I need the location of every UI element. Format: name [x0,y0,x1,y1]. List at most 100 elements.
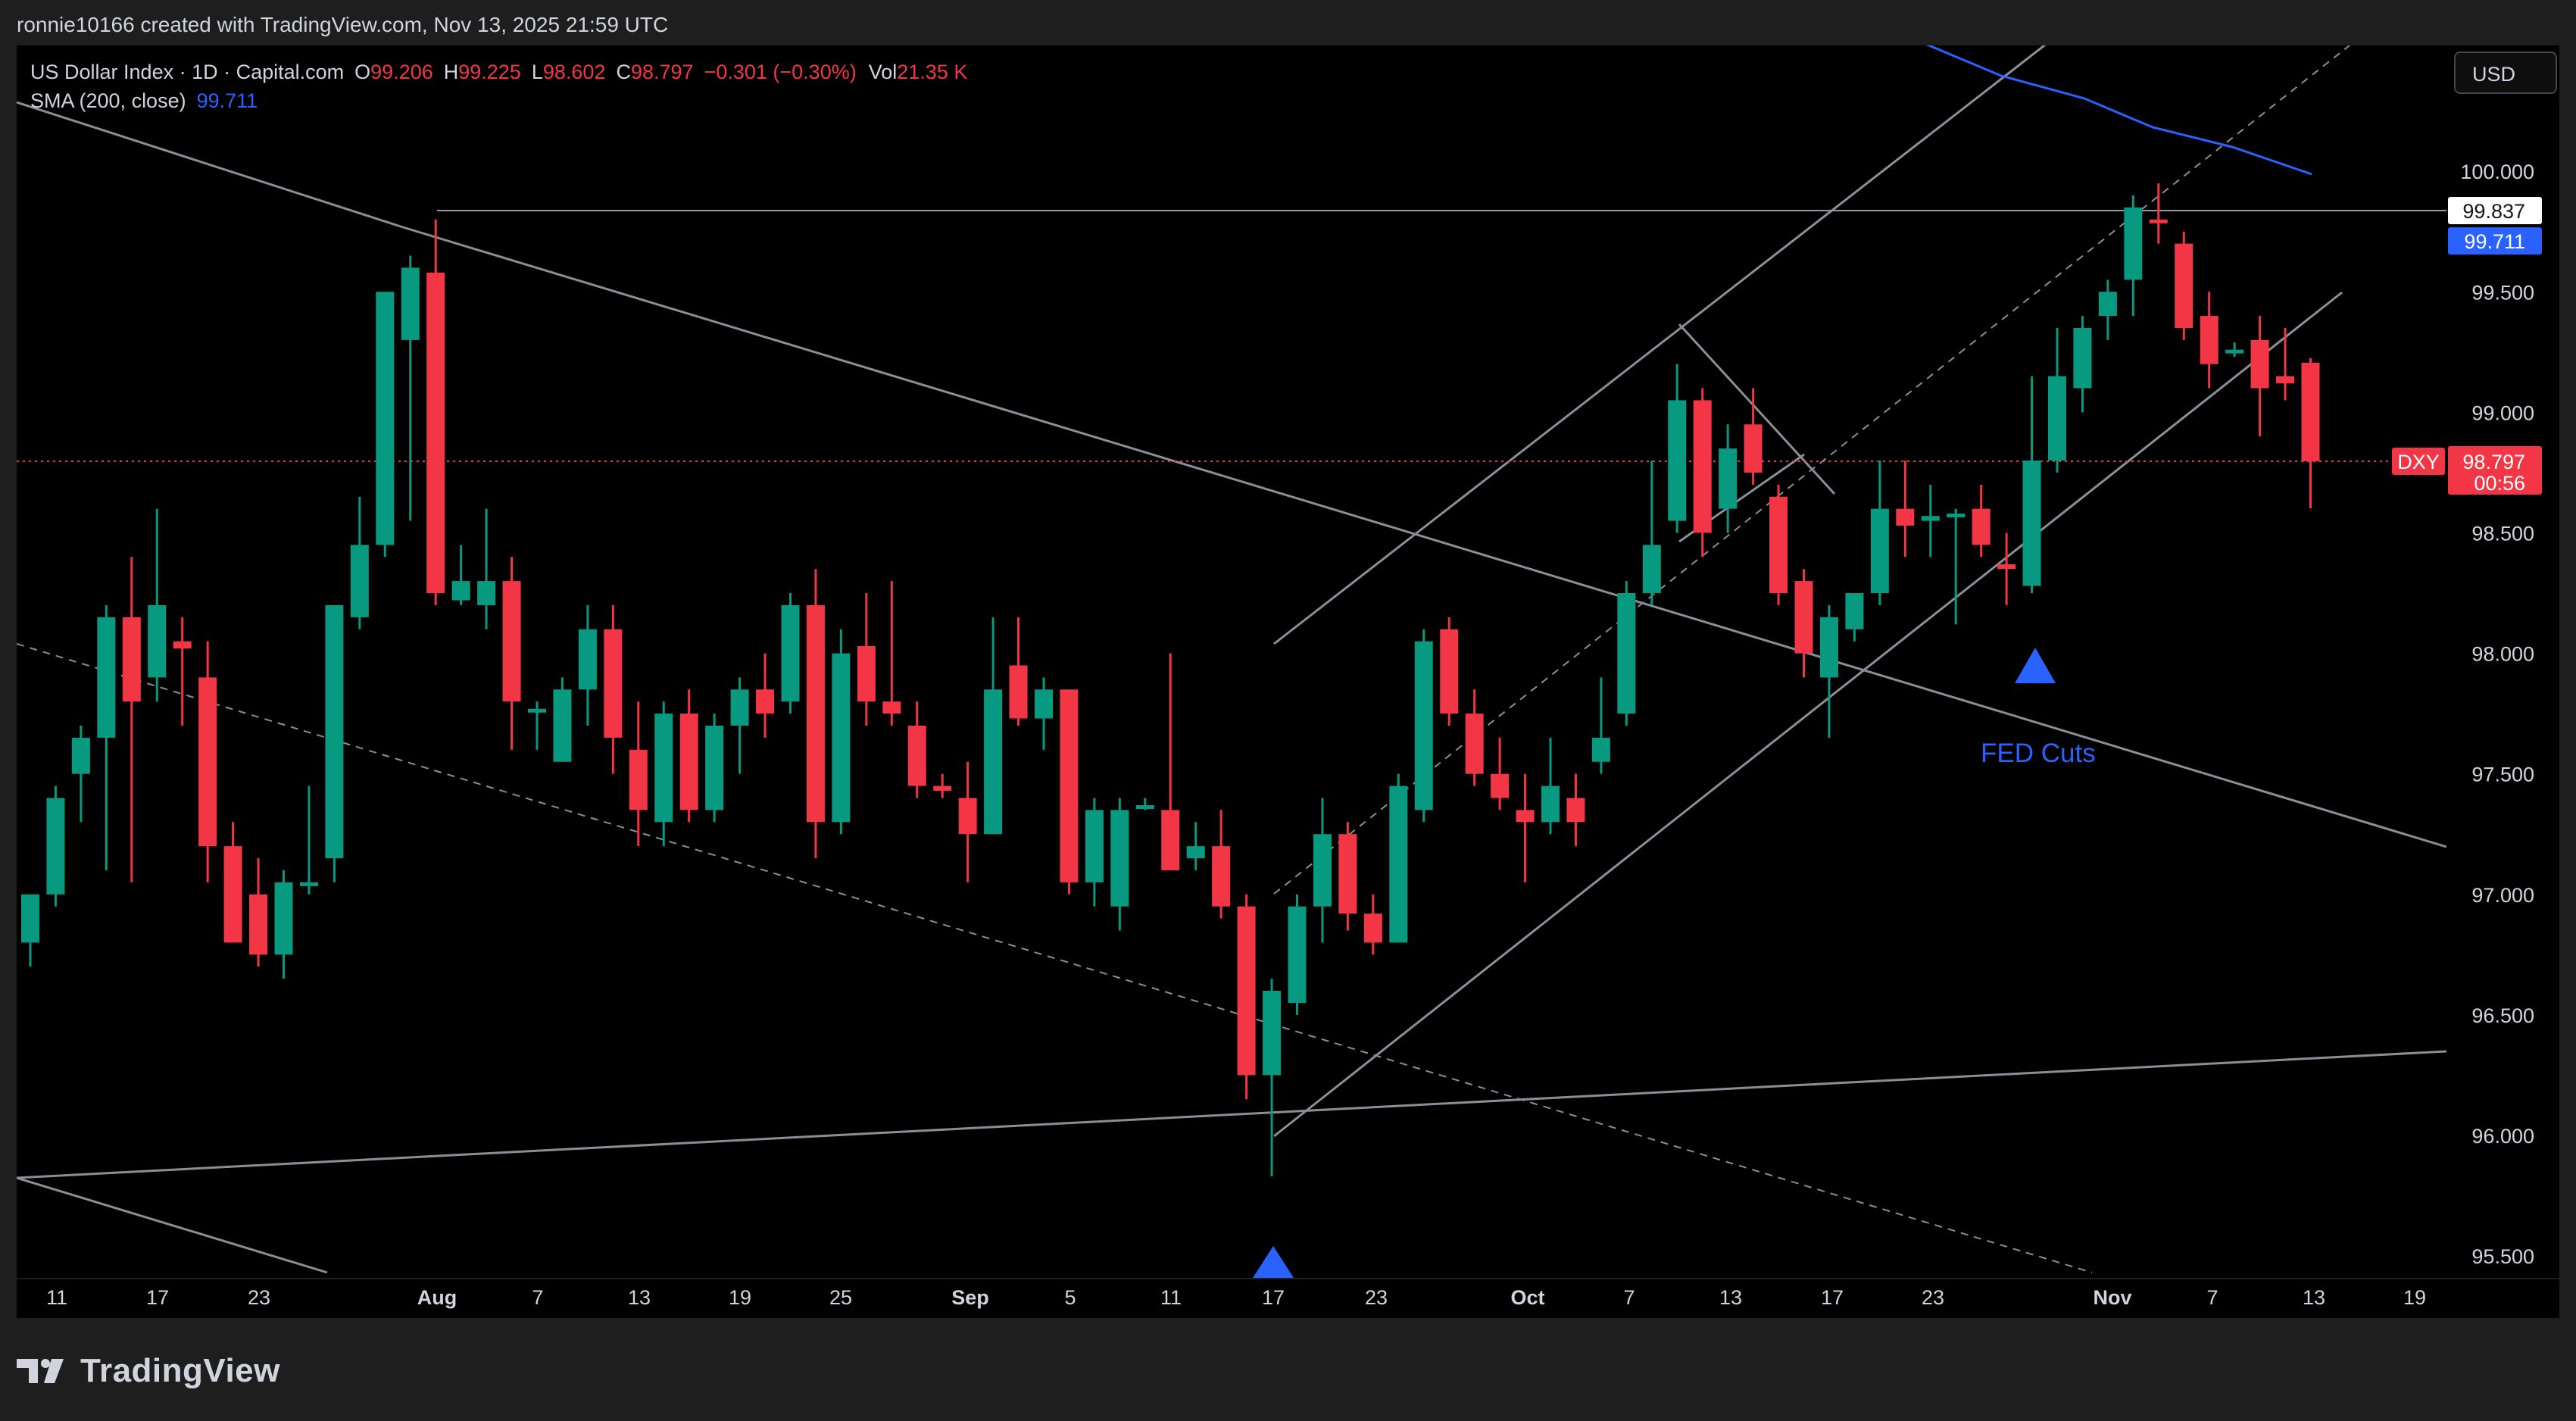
arrow-up-marker[interactable] [2015,648,2056,683]
candle-body[interactable] [528,708,546,713]
candle-body[interactable] [1313,834,1332,907]
chart-panel[interactable]: FED Cuts 100.000 99.500 99.000 98.500 98.000 9… [17,45,2559,1318]
candle-body[interactable] [604,629,623,738]
candle-body[interactable] [1516,810,1535,823]
candle-body[interactable] [705,726,724,810]
candle-body[interactable] [2098,292,2117,317]
arrow-up-marker[interactable] [1253,1246,1294,1278]
candle-body[interactable] [654,714,673,823]
candle-body[interactable] [1035,689,1053,719]
candle-body[interactable] [1896,508,1915,526]
currency-button[interactable]: USD [2454,52,2557,94]
candle-body[interactable] [1186,846,1205,859]
candle-body[interactable] [2225,349,2244,354]
candle-body[interactable] [1921,516,1940,521]
candle-body[interactable] [1997,564,2016,570]
candle-body[interactable] [1414,641,1433,810]
trendline[interactable] [1273,45,2054,645]
candle-body[interactable] [2276,376,2295,384]
candle-body[interactable] [958,798,977,835]
candle-body[interactable] [629,749,648,810]
candle-body[interactable] [122,617,141,702]
trendline[interactable] [1678,323,1836,495]
candle-body[interactable] [2073,327,2092,389]
candle-body[interactable] [882,701,901,714]
candle-body[interactable] [2200,316,2218,364]
candle-body[interactable] [249,894,268,955]
candle-body[interactable] [1338,834,1357,914]
candle-body[interactable] [1566,798,1585,823]
sma-indicator-label[interactable]: SMA (200, close) [30,89,186,112]
candle-body[interactable] [21,894,39,943]
candle-body[interactable] [1819,617,1838,678]
candle-body[interactable] [350,545,369,617]
trendline[interactable] [17,1176,328,1274]
candle-body[interactable] [1440,629,1459,714]
candle-body[interactable] [502,581,521,702]
candle-body[interactable] [907,726,926,786]
candle-body[interactable] [578,629,597,690]
candle-body[interactable] [1263,991,1282,1076]
candle-body[interactable] [1009,665,1028,719]
trendline[interactable] [17,643,2093,1273]
candle-body[interactable] [1465,714,1484,774]
candle-body[interactable] [933,785,952,791]
price-axis[interactable] [2446,45,2559,1318]
candle-body[interactable] [401,267,420,340]
candle-body[interactable] [299,882,318,886]
candle-body[interactable] [477,581,496,605]
candle-body[interactable] [1363,914,1382,943]
candle-body[interactable] [857,646,876,702]
trendline[interactable] [1273,291,2343,1138]
candle-body[interactable] [1744,424,1763,473]
candle-body[interactable] [679,714,698,810]
candle-body[interactable] [1693,400,1712,533]
candle-body[interactable] [97,617,116,738]
candle-body[interactable] [46,798,65,895]
candle-body[interactable] [1237,906,1256,1076]
candle-body[interactable] [2022,461,2041,586]
candle-body[interactable] [1870,508,1889,594]
candle-body[interactable] [1541,785,1560,823]
trendline[interactable] [17,101,404,229]
candle-body[interactable] [2250,339,2269,389]
candle-body[interactable] [451,581,470,601]
candle-body[interactable] [1060,689,1079,882]
candle-body[interactable] [1110,810,1129,907]
candle-body[interactable] [426,272,445,594]
candle-body[interactable] [806,604,825,823]
candle-body[interactable] [1161,810,1180,870]
trendline[interactable] [17,1050,2447,1179]
candle-body[interactable] [1135,805,1154,810]
candle-body[interactable] [2124,207,2143,280]
candle-body[interactable] [1845,593,1864,629]
candle-body[interactable] [325,604,344,859]
candle-body[interactable] [223,846,242,943]
candle-body[interactable] [1668,400,1687,521]
candle-body[interactable] [730,689,749,726]
candle-body[interactable] [1617,593,1636,714]
sma-line[interactable] [1925,45,2312,176]
candle-body[interactable] [198,677,217,847]
candle-body[interactable] [1769,496,1788,594]
price-chart[interactable]: FED Cuts 100.000 99.500 99.000 98.500 98.000 9… [17,45,2559,1318]
candle-body[interactable] [1794,581,1813,654]
candle-body[interactable] [1642,545,1661,594]
candle-body[interactable] [2048,376,2066,461]
candle-body[interactable] [1972,508,1991,545]
candle-body[interactable] [984,689,1003,835]
trendline[interactable] [402,226,2447,848]
candle-body[interactable] [553,689,572,762]
candle-body[interactable] [1719,448,1738,509]
candle-body[interactable] [173,641,192,649]
candle-body[interactable] [781,604,800,702]
candle-body[interactable] [1085,810,1104,882]
candle-body[interactable] [2149,219,2168,223]
candle-body[interactable] [1947,514,1966,518]
tradingview-brand[interactable]: TradingView [17,1348,280,1394]
candle-body[interactable] [148,604,167,678]
candle-body[interactable] [274,882,293,955]
candle-body[interactable] [71,737,90,774]
candle-body[interactable] [2175,243,2194,328]
candle-body[interactable] [1389,785,1408,943]
